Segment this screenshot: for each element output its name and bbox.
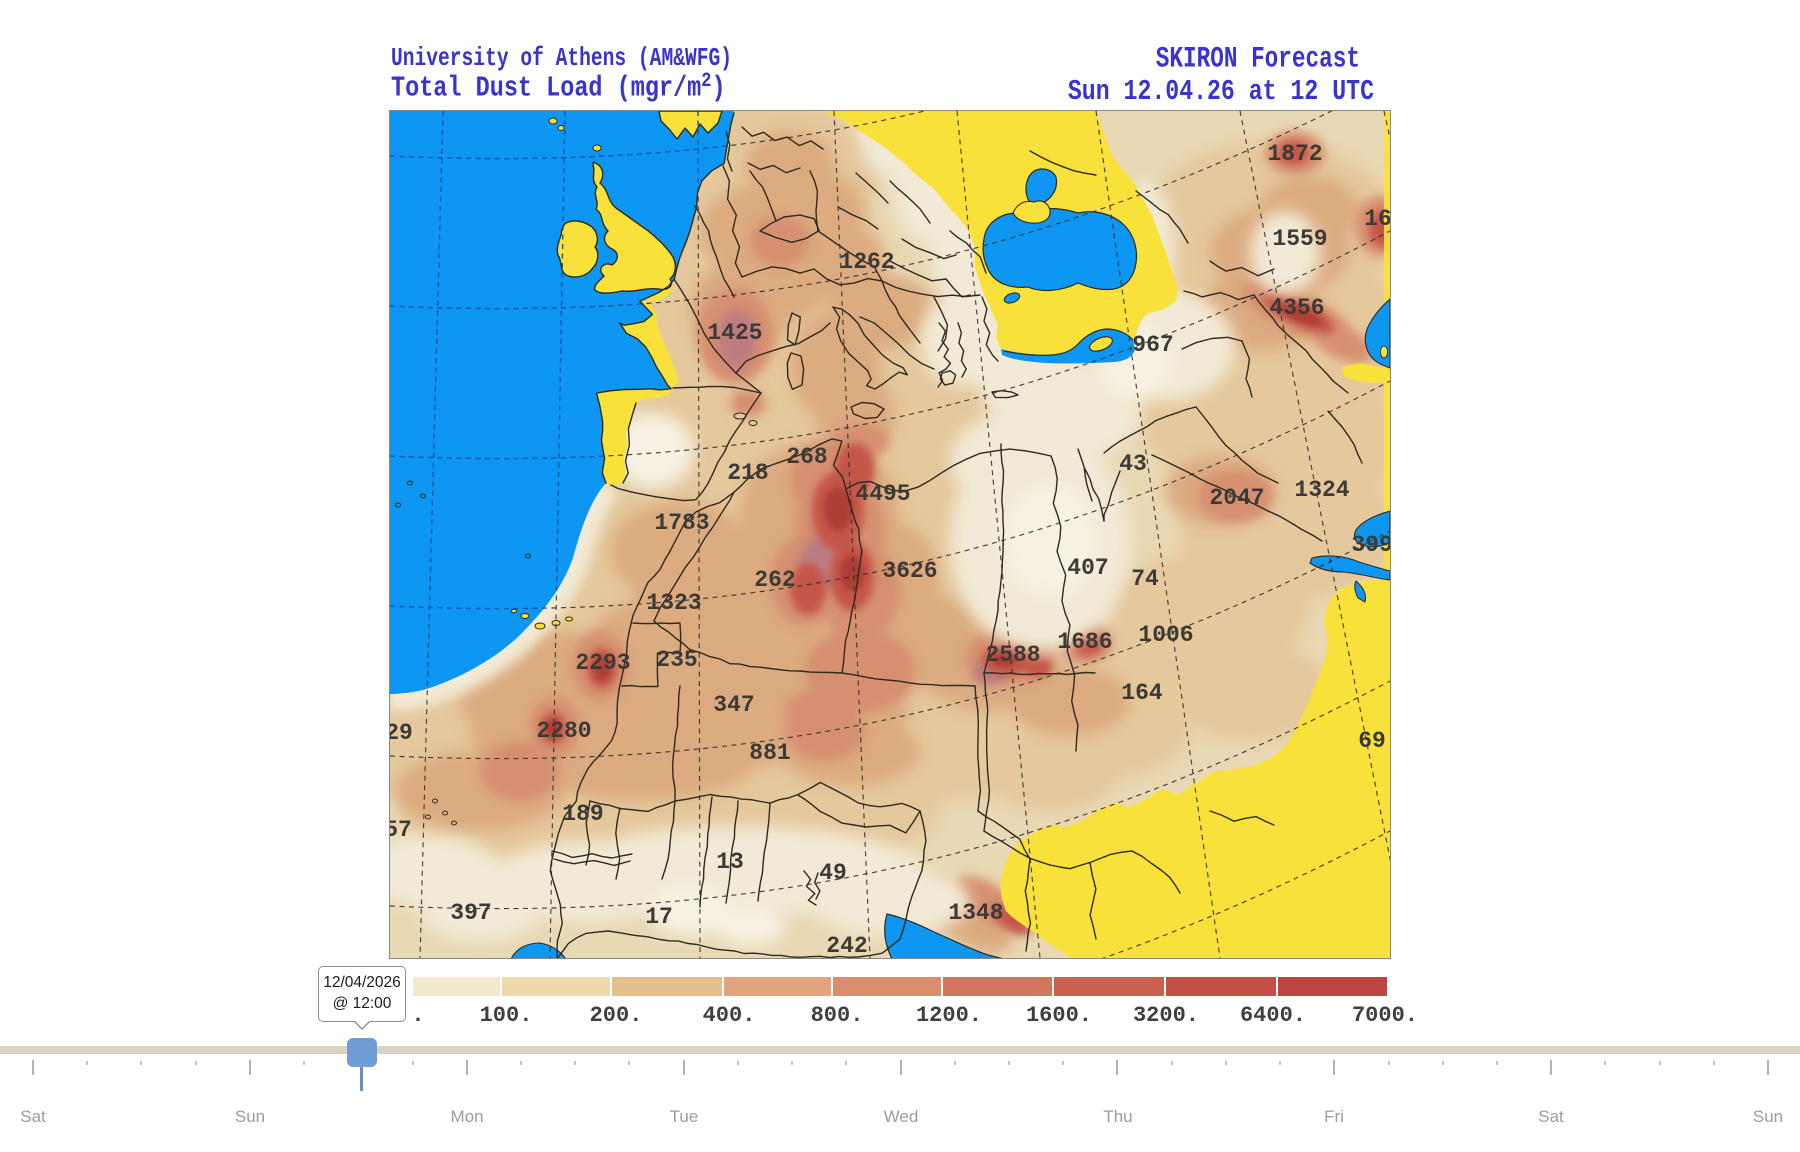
svg-text:262: 262 bbox=[754, 567, 795, 593]
svg-text:189: 189 bbox=[562, 801, 603, 827]
svg-text:57: 57 bbox=[389, 817, 412, 843]
svg-text:74: 74 bbox=[1131, 566, 1159, 592]
svg-text:397: 397 bbox=[450, 900, 491, 926]
svg-text:407: 407 bbox=[1067, 555, 1108, 581]
svg-text:1323: 1323 bbox=[646, 590, 701, 616]
svg-text:17: 17 bbox=[645, 904, 673, 930]
svg-text:3626: 3626 bbox=[882, 558, 937, 584]
svg-text:3995: 3995 bbox=[1351, 532, 1391, 558]
svg-text:4495: 4495 bbox=[855, 481, 910, 507]
svg-text:164: 164 bbox=[1121, 680, 1163, 706]
svg-text:881: 881 bbox=[749, 740, 790, 766]
svg-text:1783: 1783 bbox=[654, 510, 709, 536]
svg-text:49: 49 bbox=[819, 860, 847, 886]
svg-text:43: 43 bbox=[1119, 451, 1147, 477]
svg-text:2280: 2280 bbox=[536, 718, 591, 744]
svg-text:218: 218 bbox=[727, 460, 768, 486]
svg-text:1425: 1425 bbox=[707, 320, 762, 346]
svg-text:13: 13 bbox=[716, 849, 744, 875]
svg-text:1686: 1686 bbox=[1057, 629, 1112, 655]
svg-text:1559: 1559 bbox=[1272, 226, 1327, 252]
svg-text:2047: 2047 bbox=[1209, 485, 1264, 511]
svg-text:1348: 1348 bbox=[948, 900, 1003, 926]
svg-text:1006: 1006 bbox=[1138, 622, 1193, 648]
svg-text:347: 347 bbox=[713, 692, 754, 718]
svg-text:1872: 1872 bbox=[1267, 141, 1322, 167]
svg-text:29: 29 bbox=[389, 720, 413, 746]
svg-text:2588: 2588 bbox=[985, 642, 1040, 668]
svg-text:16: 16 bbox=[1364, 206, 1391, 232]
svg-text:235: 235 bbox=[656, 647, 697, 673]
svg-text:2293: 2293 bbox=[575, 650, 630, 676]
svg-text:268: 268 bbox=[786, 444, 827, 470]
svg-text:242: 242 bbox=[826, 933, 867, 959]
svg-text:967: 967 bbox=[1132, 332, 1173, 358]
svg-text:1324: 1324 bbox=[1294, 477, 1349, 503]
svg-text:1262: 1262 bbox=[839, 249, 894, 275]
svg-text:69: 69 bbox=[1358, 728, 1386, 754]
svg-text:4356: 4356 bbox=[1269, 295, 1324, 321]
